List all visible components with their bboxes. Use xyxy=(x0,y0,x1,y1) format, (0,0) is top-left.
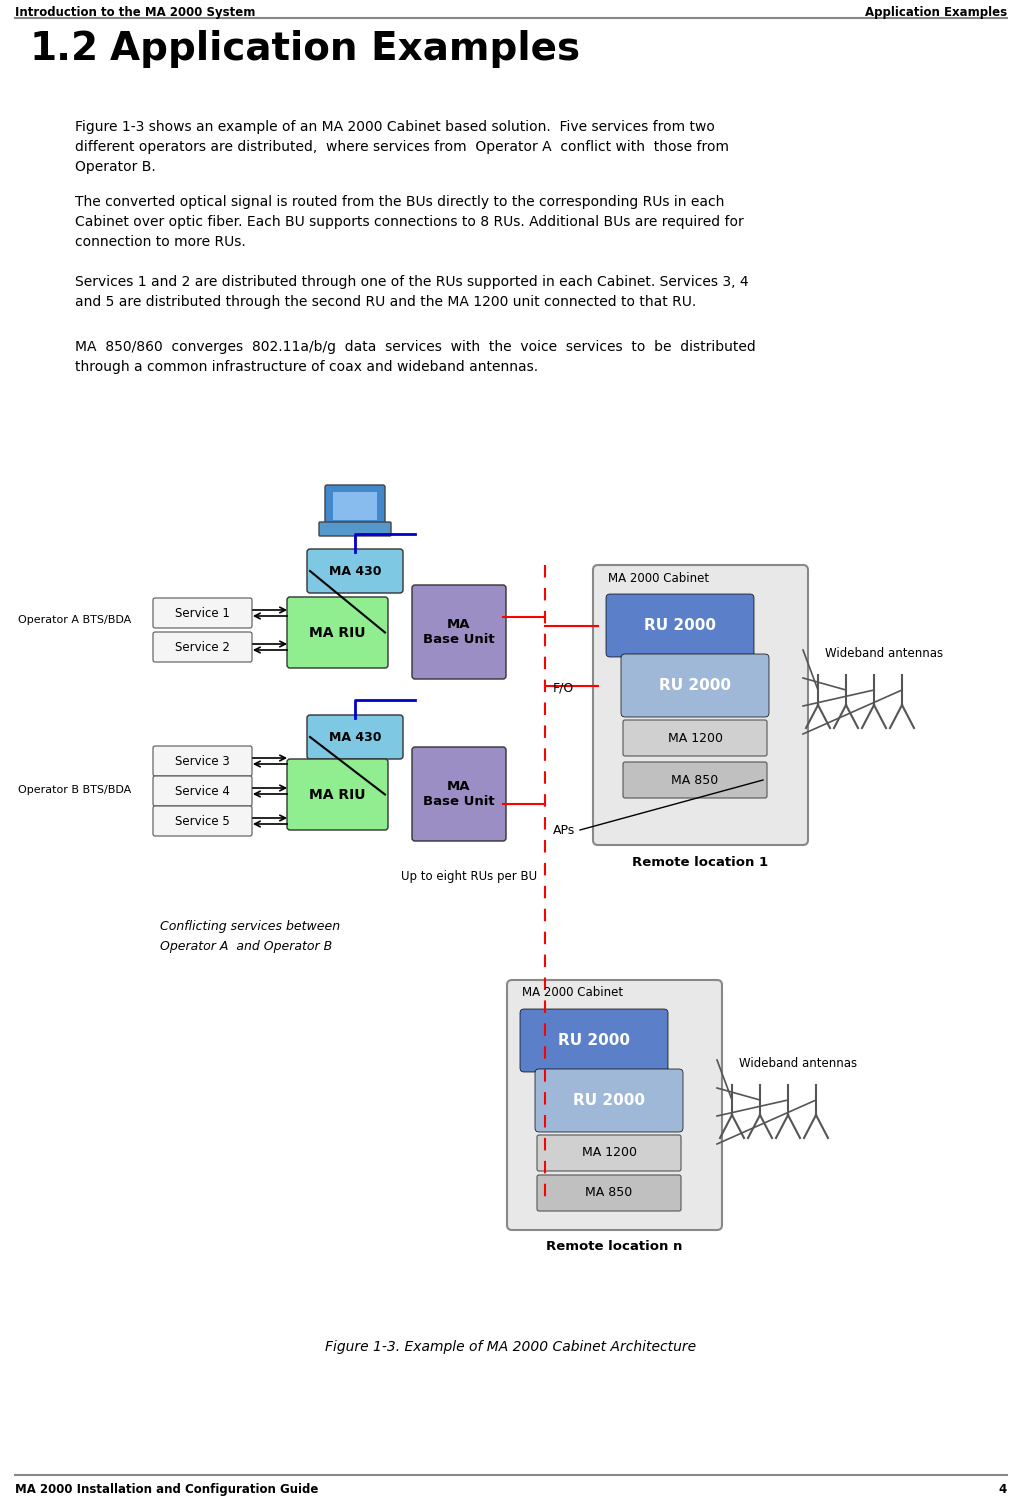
FancyBboxPatch shape xyxy=(319,522,391,536)
Text: RU 2000: RU 2000 xyxy=(644,618,716,633)
FancyBboxPatch shape xyxy=(535,1070,683,1132)
Text: RU 2000: RU 2000 xyxy=(659,678,731,693)
Text: APs: APs xyxy=(553,823,575,836)
Text: Services 1 and 2 are distributed through one of the RUs supported in each Cabine: Services 1 and 2 are distributed through… xyxy=(75,275,749,310)
Text: MA
Base Unit: MA Base Unit xyxy=(423,779,495,808)
Text: Operator B BTS/BDA: Operator B BTS/BDA xyxy=(18,785,131,794)
Text: MA 2000 Cabinet: MA 2000 Cabinet xyxy=(522,986,623,999)
Text: F/O: F/O xyxy=(553,682,574,694)
Text: MA RIU: MA RIU xyxy=(310,625,366,639)
FancyBboxPatch shape xyxy=(412,585,506,679)
Text: Up to eight RUs per BU: Up to eight RUs per BU xyxy=(401,869,537,883)
FancyBboxPatch shape xyxy=(537,1135,681,1171)
FancyBboxPatch shape xyxy=(307,549,403,592)
FancyBboxPatch shape xyxy=(153,776,252,806)
Text: Service 1: Service 1 xyxy=(175,606,230,619)
Text: MA
Base Unit: MA Base Unit xyxy=(423,618,495,646)
Text: MA 1200: MA 1200 xyxy=(667,732,723,745)
Text: MA RIU: MA RIU xyxy=(310,787,366,802)
Text: MA 430: MA 430 xyxy=(329,730,381,744)
Text: Application Examples: Application Examples xyxy=(110,30,580,67)
Text: MA 430: MA 430 xyxy=(329,564,381,577)
Text: Service 2: Service 2 xyxy=(175,640,230,654)
Text: MA 1200: MA 1200 xyxy=(582,1146,637,1159)
Text: MA 2000 Cabinet: MA 2000 Cabinet xyxy=(608,571,709,585)
Text: The converted optical signal is routed from the BUs directly to the correspondin: The converted optical signal is routed f… xyxy=(75,194,744,250)
FancyBboxPatch shape xyxy=(623,761,766,797)
Text: Introduction to the MA 2000 System: Introduction to the MA 2000 System xyxy=(15,6,256,19)
Text: Remote location n: Remote location n xyxy=(547,1240,683,1254)
FancyBboxPatch shape xyxy=(593,565,808,845)
FancyBboxPatch shape xyxy=(287,758,388,830)
Text: Operator A BTS/BDA: Operator A BTS/BDA xyxy=(18,615,131,625)
Text: Conflicting services between
Operator A  and Operator B: Conflicting services between Operator A … xyxy=(160,920,340,953)
FancyBboxPatch shape xyxy=(153,806,252,836)
FancyBboxPatch shape xyxy=(153,631,252,663)
FancyBboxPatch shape xyxy=(623,720,766,755)
Text: Service 5: Service 5 xyxy=(175,814,230,827)
FancyBboxPatch shape xyxy=(153,598,252,628)
Text: MA 2000 Installation and Configuration Guide: MA 2000 Installation and Configuration G… xyxy=(15,1483,319,1496)
FancyBboxPatch shape xyxy=(307,715,403,758)
FancyBboxPatch shape xyxy=(333,492,377,521)
FancyBboxPatch shape xyxy=(621,654,769,717)
Text: 1.2: 1.2 xyxy=(30,30,99,67)
FancyBboxPatch shape xyxy=(153,747,252,776)
Text: RU 2000: RU 2000 xyxy=(558,1034,630,1049)
FancyBboxPatch shape xyxy=(507,980,722,1230)
Text: Remote location 1: Remote location 1 xyxy=(633,856,769,869)
Text: Service 3: Service 3 xyxy=(175,754,230,767)
FancyBboxPatch shape xyxy=(606,594,754,657)
FancyBboxPatch shape xyxy=(412,747,506,841)
Text: Service 4: Service 4 xyxy=(175,784,230,797)
Text: Figure 1-3. Example of MA 2000 Cabinet Architecture: Figure 1-3. Example of MA 2000 Cabinet A… xyxy=(325,1340,697,1354)
Text: MA 850: MA 850 xyxy=(586,1186,633,1200)
Text: Application Examples: Application Examples xyxy=(865,6,1007,19)
Text: RU 2000: RU 2000 xyxy=(573,1094,645,1109)
Text: 4: 4 xyxy=(998,1483,1007,1496)
FancyBboxPatch shape xyxy=(287,597,388,669)
Text: MA 850: MA 850 xyxy=(671,773,718,787)
FancyBboxPatch shape xyxy=(537,1174,681,1210)
Text: Wideband antennas: Wideband antennas xyxy=(825,646,943,660)
FancyBboxPatch shape xyxy=(325,485,385,527)
Text: Wideband antennas: Wideband antennas xyxy=(739,1058,857,1070)
FancyBboxPatch shape xyxy=(520,1008,668,1073)
Text: MA  850/860  converges  802.11a/b/g  data  services  with  the  voice  services : MA 850/860 converges 802.11a/b/g data se… xyxy=(75,340,755,374)
Text: Figure 1-3 shows an example of an MA 2000 Cabinet based solution.  Five services: Figure 1-3 shows an example of an MA 200… xyxy=(75,120,729,174)
